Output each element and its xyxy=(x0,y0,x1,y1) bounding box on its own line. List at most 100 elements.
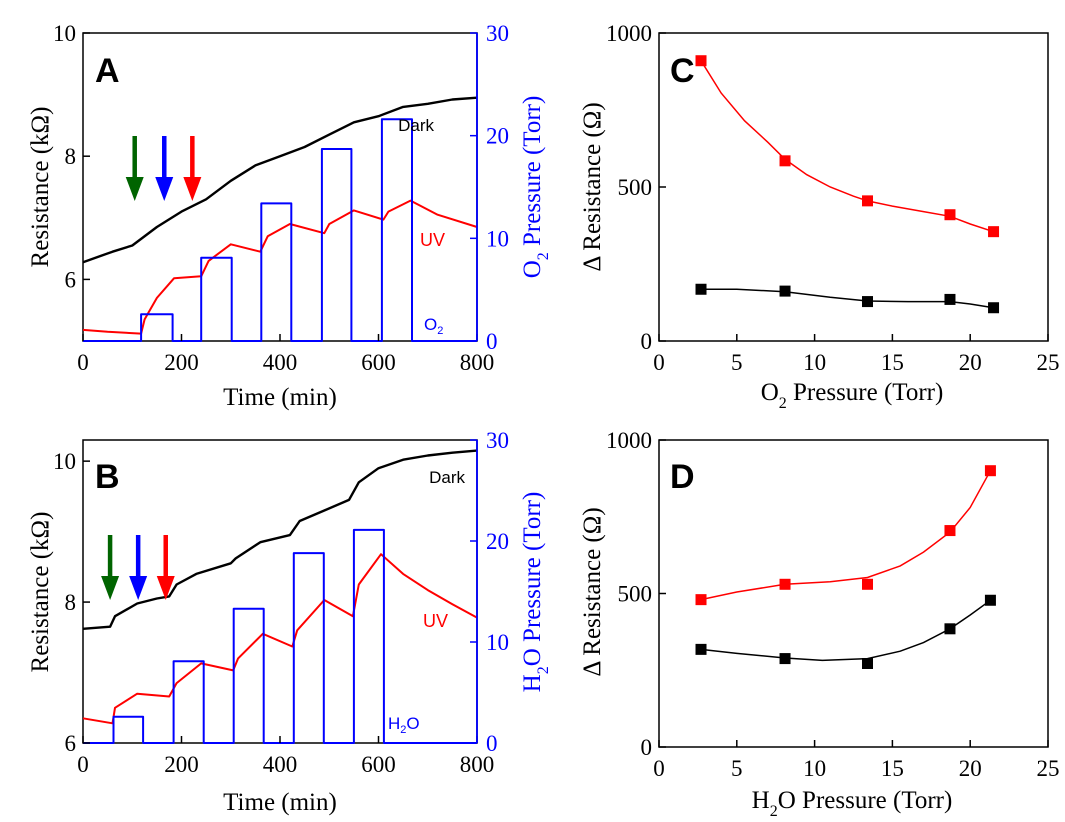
panel-c-point-uv xyxy=(695,55,707,67)
panel-a-xtick-label: 600 xyxy=(361,350,396,375)
panel-d-frame xyxy=(658,439,1049,748)
panel-a-dark-label: Dark xyxy=(398,116,434,135)
panel-b-ytick-label: 8 xyxy=(65,590,77,615)
panel-a-arrow-green xyxy=(125,136,144,201)
panel-d-xtick-label: 10 xyxy=(803,756,826,781)
panel-c-ylabel: Δ Resistance (Ω) xyxy=(579,102,606,271)
panel-d-point-dark xyxy=(695,643,707,655)
panel-c-point-uv xyxy=(944,209,956,221)
panel-c-point-dark xyxy=(988,302,1000,314)
panel-b-xtick-label: 600 xyxy=(361,752,396,777)
panel-b-y2tick-label: 30 xyxy=(486,428,509,453)
panel-b-y2tick-label: 0 xyxy=(486,731,498,756)
panel-b-xtick-label: 400 xyxy=(263,752,298,777)
panel-d-fit-uv xyxy=(700,470,992,601)
panel-a-y2tick-label: 20 xyxy=(486,124,509,149)
panel-a-arrow-blue xyxy=(155,136,174,201)
panel-a-y2tick-label: 30 xyxy=(486,21,509,46)
panel-b-ytick-label: 10 xyxy=(53,449,76,474)
panel-d-chart: 0 5 10 15 20 25 0 500 1000 D H2O Pressure (Torr)… xyxy=(579,428,1060,820)
panel-a-y2label: O2 Pressure (Torr) xyxy=(519,96,552,279)
panel-c-point-dark xyxy=(695,283,707,295)
panel-b-arrow-red xyxy=(156,535,175,600)
panel-b-xtick-label: 200 xyxy=(164,752,199,777)
panel-b-series-h2o xyxy=(83,528,477,744)
panel-c-point-dark xyxy=(944,293,956,305)
panel-c-fit-uv xyxy=(700,60,994,233)
panel-a-series-uv xyxy=(82,199,478,335)
panel-b-label: B xyxy=(95,458,120,496)
panel-b-xtick-label: 0 xyxy=(77,752,89,777)
panel-c-point-uv xyxy=(862,195,874,207)
panel-a-xtick-label: 0 xyxy=(77,350,89,375)
panel-c-label: C xyxy=(670,52,695,90)
panel-c-frame xyxy=(658,32,1049,342)
panel-c-point-uv xyxy=(988,226,1000,238)
panel-c-ytick-label: 500 xyxy=(618,175,653,200)
panel-b-y2tick-label: 20 xyxy=(486,529,509,554)
panel-b-dark-label: Dark xyxy=(429,468,465,487)
panel-a-y2tick-label: 0 xyxy=(486,329,498,354)
panel-c-point-dark xyxy=(862,296,874,308)
panel-b-y2tick-label: 10 xyxy=(486,630,509,655)
panel-b-series-uv xyxy=(82,553,478,725)
panel-a-frame xyxy=(82,32,478,342)
panel-d-point-uv xyxy=(944,525,956,537)
panel-b-arrow-blue xyxy=(129,535,148,600)
panel-d-point-uv xyxy=(862,578,874,590)
panel-d-xtick-label: 20 xyxy=(959,756,982,781)
panel-c-point-uv xyxy=(779,155,791,167)
panel-a-series-dark xyxy=(82,96,478,264)
panel-b-ytick-label: 6 xyxy=(65,731,77,756)
panel-d-xtick-label: 5 xyxy=(731,756,743,781)
panel-a-xtick-label: 800 xyxy=(460,350,495,375)
panel-a-series-o2 xyxy=(83,118,477,342)
panel-d-point-dark xyxy=(779,653,791,665)
panel-d-point-dark xyxy=(984,594,996,606)
panel-d-point-dark xyxy=(862,657,874,669)
panel-d-point-uv xyxy=(779,578,791,590)
panel-a-arrow-red xyxy=(183,136,202,201)
panel-a-uv-label: UV xyxy=(420,230,445,250)
panel-b-ylabel: Resistance (kΩ) xyxy=(27,512,54,673)
panel-c-ytick-label: 0 xyxy=(641,329,653,354)
panel-a-xtick-label: 400 xyxy=(263,350,298,375)
panel-d-ytick-label: 1000 xyxy=(606,428,652,453)
panel-b-xlabel: Time (min) xyxy=(223,789,337,816)
panel-c-xtick-label: 10 xyxy=(803,350,826,375)
panel-b-xtick-label: 800 xyxy=(460,752,495,777)
panel-c-xlabel: O2 Pressure (Torr) xyxy=(761,379,944,412)
panel-b-y2label: H2O Pressure (Torr) xyxy=(519,492,552,693)
panel-d-ytick-label: 0 xyxy=(641,735,653,760)
panel-c-xtick-label: 25 xyxy=(1037,350,1060,375)
panel-a-gas-label: O2 xyxy=(424,315,443,337)
panel-d-ytick-label: 500 xyxy=(618,582,653,607)
panel-b-series-dark xyxy=(82,449,478,630)
panel-c-point-dark xyxy=(779,285,791,297)
panel-d-xlabel: H2O Pressure (Torr) xyxy=(752,787,953,820)
panel-d-xtick-label: 15 xyxy=(881,756,904,781)
panel-a-xlabel: Time (min) xyxy=(223,384,337,411)
panel-a-ytick-label: 10 xyxy=(53,21,76,46)
panel-c-ytick-label: 1000 xyxy=(606,21,652,46)
panel-c-xtick-label: 5 xyxy=(731,350,743,375)
panel-b-arrow-green xyxy=(101,535,120,600)
panel-d-point-uv xyxy=(695,594,707,606)
panel-b-frame xyxy=(82,439,478,744)
panel-a-xtick-label: 200 xyxy=(164,350,199,375)
panel-d-fit-dark xyxy=(700,599,991,662)
panel-c-xtick-label: 20 xyxy=(959,350,982,375)
panel-c-xtick-label: 0 xyxy=(653,350,665,375)
panel-d-point-dark xyxy=(944,623,956,635)
panel-d-ylabel: Δ Resistance (Ω) xyxy=(579,507,606,676)
panel-a-ytick-label: 8 xyxy=(65,144,77,169)
panel-b-chart: 0 200 400 600 800 6 8 10 0 10 20 30 B Dark UV H2O T… xyxy=(27,428,552,816)
panel-c-xtick-label: 15 xyxy=(881,350,904,375)
panel-a-y2tick-label: 10 xyxy=(486,226,509,251)
panel-d-xtick-label: 25 xyxy=(1037,756,1060,781)
panel-d-xtick-label: 0 xyxy=(653,756,665,781)
panel-b-uv-label: UV xyxy=(423,611,448,631)
panel-b-gas-label: H2O xyxy=(388,714,420,736)
